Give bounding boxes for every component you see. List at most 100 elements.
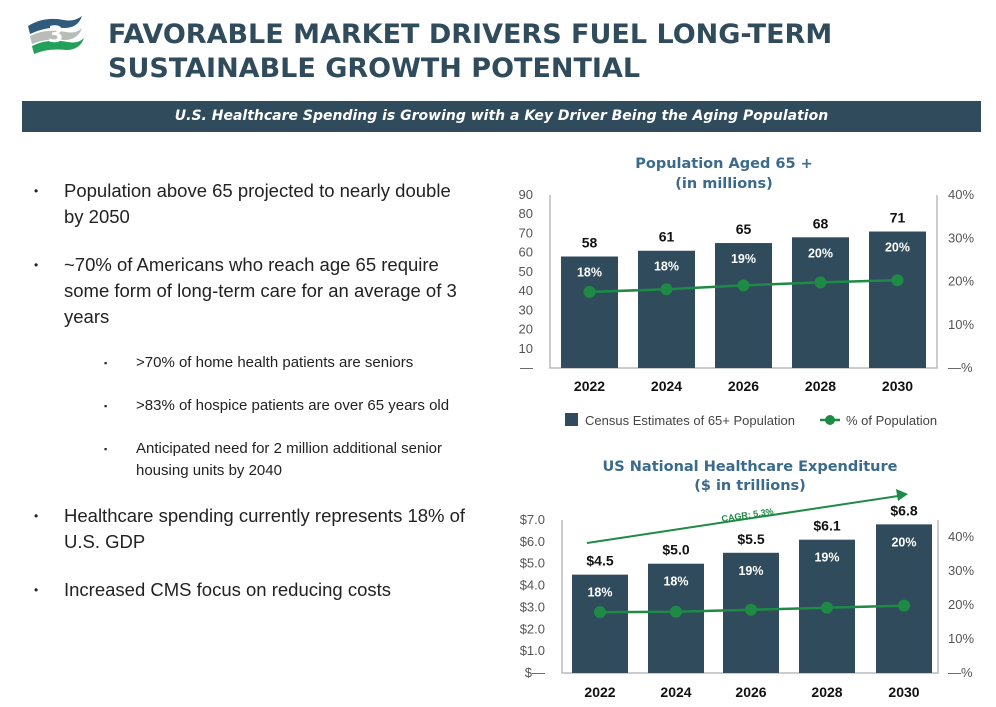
bar-value-label: $6.1 bbox=[813, 518, 840, 534]
percent-label: 19% bbox=[738, 564, 763, 578]
bullet-item: Population above 65 projected to nearly … bbox=[34, 178, 474, 230]
y-axis-tick: $5.0 bbox=[520, 556, 545, 571]
title-line-1: FAVORABLE MARKET DRIVERS FUEL LONG-TERM bbox=[108, 19, 833, 50]
bar-value-label: $5.0 bbox=[662, 542, 689, 558]
x-axis-tick: 2024 bbox=[651, 378, 682, 394]
legend-label: Census Estimates of 65+ Population bbox=[585, 413, 795, 428]
bar bbox=[869, 231, 926, 368]
percent-label: 20% bbox=[885, 241, 910, 255]
bar-value-label: 71 bbox=[890, 210, 906, 226]
bar-value-label: $4.5 bbox=[586, 553, 613, 569]
x-axis-tick: 2028 bbox=[811, 684, 842, 700]
percent-label: 18% bbox=[587, 586, 612, 600]
x-axis-tick: 2026 bbox=[735, 684, 766, 700]
svg-text:3: 3 bbox=[48, 23, 63, 48]
cagr-arrow bbox=[586, 495, 899, 544]
y-axis-tick: 80 bbox=[519, 206, 533, 221]
y-axis-tick: $3.0 bbox=[520, 599, 545, 614]
percent-label: 18% bbox=[654, 260, 679, 274]
chart-subtitle: ($ in trillions) bbox=[694, 478, 806, 494]
percent-point bbox=[745, 603, 757, 616]
bar bbox=[715, 243, 772, 368]
bar bbox=[876, 524, 932, 673]
y-axis-tick: $— bbox=[525, 665, 545, 680]
percent-point bbox=[737, 279, 750, 292]
percent-label: 19% bbox=[814, 551, 839, 565]
bullet-item: Anticipated need for 2 million additiona… bbox=[34, 438, 476, 482]
y-axis-tick: 20 bbox=[519, 322, 533, 337]
y-axis-tick: $4.0 bbox=[520, 578, 545, 593]
y-axis-tick: $2.0 bbox=[520, 621, 545, 636]
y2-axis-tick: 30% bbox=[948, 563, 974, 578]
bar-value-label: $6.8 bbox=[890, 502, 917, 518]
bullet-item: >70% of home health patients are seniors bbox=[34, 352, 476, 374]
y2-axis-tick: 30% bbox=[948, 230, 974, 245]
chart-subtitle: (in millions) bbox=[675, 176, 773, 192]
y2-axis-tick: 20% bbox=[948, 274, 974, 289]
y-axis-tick: 40 bbox=[519, 283, 533, 298]
y-axis-tick: $7.0 bbox=[520, 512, 545, 527]
percent-point bbox=[583, 285, 596, 298]
y-axis-tick: $1.0 bbox=[520, 643, 545, 658]
company-logo: 3 bbox=[28, 16, 84, 54]
percent-point bbox=[814, 276, 827, 289]
bullet-item: ~70% of Americans who reach age 65 requi… bbox=[34, 252, 474, 330]
y-axis-tick: 90 bbox=[519, 187, 533, 202]
percent-point bbox=[660, 283, 673, 296]
percent-label: 20% bbox=[808, 246, 833, 260]
title-line-2: SUSTAINABLE GROWTH POTENTIAL bbox=[108, 53, 641, 84]
legend-swatch-bars bbox=[565, 413, 578, 426]
y-axis-tick: 50 bbox=[519, 264, 533, 279]
y2-axis-tick: 40% bbox=[948, 187, 974, 202]
bar bbox=[648, 563, 704, 673]
bar-value-label: 61 bbox=[659, 229, 675, 245]
percent-point bbox=[594, 606, 606, 619]
y-axis-tick: 30 bbox=[519, 302, 533, 317]
bar-value-label: 58 bbox=[582, 235, 598, 251]
bar bbox=[638, 250, 695, 368]
x-axis-tick: 2024 bbox=[660, 684, 691, 700]
y2-axis-tick: —% bbox=[948, 360, 973, 375]
x-axis-tick: 2030 bbox=[888, 684, 919, 700]
percent-label: 20% bbox=[891, 535, 916, 549]
legend-swatch-point bbox=[825, 415, 835, 425]
x-axis-tick: 2026 bbox=[728, 378, 759, 394]
bar-value-label: 68 bbox=[813, 215, 829, 231]
x-axis-tick: 2028 bbox=[805, 378, 836, 394]
percent-label: 19% bbox=[731, 252, 756, 266]
chart-title: US National Healthcare Expenditure bbox=[603, 459, 898, 475]
y2-axis-tick: 10% bbox=[948, 631, 974, 646]
bullet-list: Population above 65 projected to nearly … bbox=[34, 178, 474, 625]
percent-label: 18% bbox=[663, 575, 688, 589]
x-axis-tick: 2030 bbox=[882, 378, 913, 394]
percent-point bbox=[821, 601, 833, 614]
y2-axis-tick: 10% bbox=[948, 317, 974, 332]
bullet-item: >83% of hospice patients are over 65 yea… bbox=[34, 395, 476, 417]
y2-axis-tick: 40% bbox=[948, 529, 974, 544]
x-axis-tick: 2022 bbox=[584, 684, 615, 700]
y-axis-tick: 70 bbox=[519, 225, 533, 240]
bar bbox=[561, 256, 618, 368]
y-axis-tick: 60 bbox=[519, 245, 533, 260]
percent-point bbox=[670, 605, 682, 618]
y-axis-tick: — bbox=[520, 360, 533, 375]
bullet-item: Healthcare spending currently represents… bbox=[34, 503, 474, 555]
y2-axis-tick: 20% bbox=[948, 597, 974, 612]
bar-value-label: $5.5 bbox=[737, 531, 764, 547]
percent-point bbox=[898, 599, 910, 612]
percent-point bbox=[891, 274, 904, 287]
bar bbox=[792, 237, 849, 368]
bullet-item: Increased CMS focus on reducing costs bbox=[34, 577, 474, 603]
bar bbox=[572, 574, 628, 673]
page-title: FAVORABLE MARKET DRIVERS FUEL LONG-TERM … bbox=[108, 18, 832, 86]
percent-label: 18% bbox=[577, 266, 602, 280]
cagr-label: CAGR: 5.3% bbox=[721, 506, 774, 524]
chart-title: Population Aged 65 + bbox=[635, 156, 813, 172]
y-axis-tick: 10 bbox=[519, 341, 533, 356]
bar-value-label: 65 bbox=[736, 221, 752, 237]
y-axis-tick: $6.0 bbox=[520, 534, 545, 549]
y2-axis-tick: —% bbox=[948, 665, 973, 680]
section-banner: U.S. Healthcare Spending is Growing with… bbox=[22, 101, 981, 132]
legend-label: % of Population bbox=[846, 413, 937, 428]
